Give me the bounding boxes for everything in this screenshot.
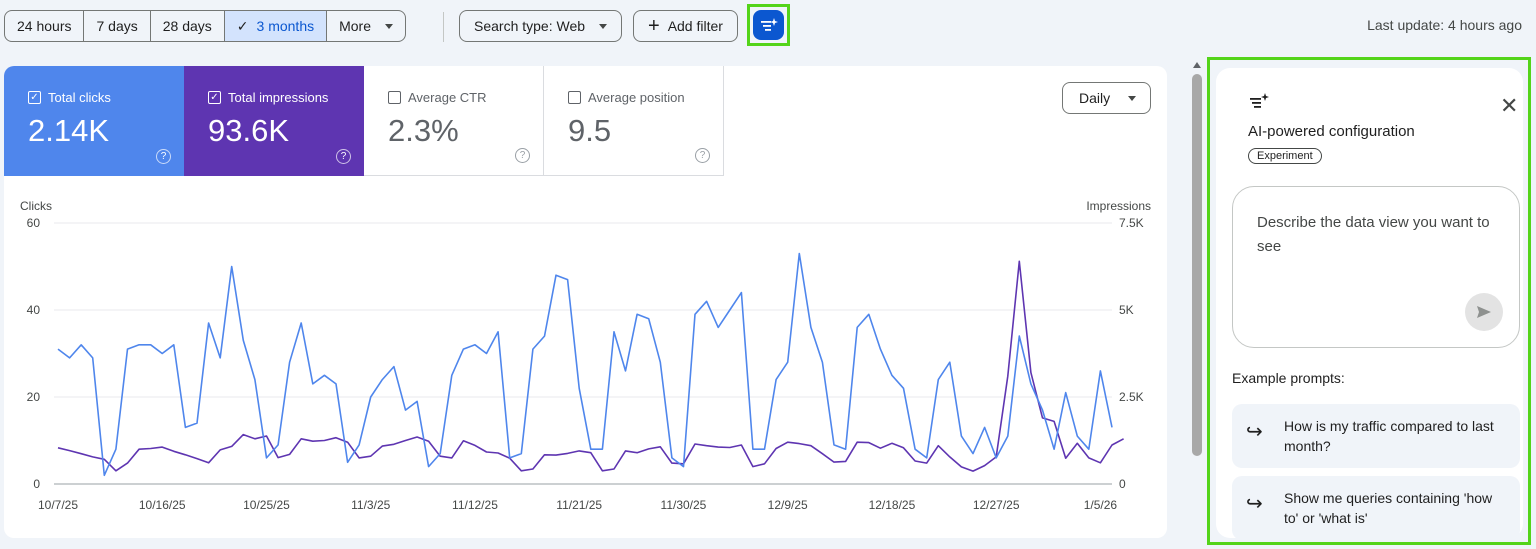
examples-label: Example prompts: xyxy=(1232,370,1345,386)
send-button[interactable] xyxy=(1465,293,1503,331)
x-tick-label: 10/16/25 xyxy=(139,498,186,512)
x-tick-label: 12/18/25 xyxy=(869,498,916,512)
ai-config-button[interactable] xyxy=(753,10,784,40)
x-tick-label: 1/5/26 xyxy=(1084,498,1118,512)
metric-total-clicks[interactable]: ✓ Total clicks 2.14K ? xyxy=(4,66,184,176)
ai-panel-highlight xyxy=(1207,57,1531,545)
range-label: 7 days xyxy=(96,18,138,34)
metric-label: Total clicks xyxy=(48,90,111,105)
x-tick-label: 11/3/25 xyxy=(351,498,390,512)
send-icon xyxy=(1477,306,1491,318)
add-filter-label: Add filter xyxy=(667,18,723,34)
checkbox-unchecked-icon[interactable] xyxy=(568,91,581,104)
series-line-impressions xyxy=(57,260,1124,472)
checkmark-icon: ✓ xyxy=(236,17,249,34)
metric-average-ctr[interactable]: Average CTR 2.3% ? xyxy=(364,66,544,176)
more-ranges-dropdown[interactable]: More xyxy=(327,11,405,41)
last-update-text: Last update: 4 hours ago xyxy=(1367,17,1522,33)
scroll-up-arrow-icon[interactable] xyxy=(1193,62,1201,68)
toolbar-divider xyxy=(443,12,444,42)
search-type-label: Search type: Web xyxy=(474,18,586,34)
y-left-tick-label: 60 xyxy=(27,216,41,230)
x-tick-label: 10/25/25 xyxy=(243,498,290,512)
prompt-placeholder: Describe the data view you want to see xyxy=(1257,214,1490,255)
y-right-tick-label: 2.5K xyxy=(1119,390,1144,404)
interval-dropdown[interactable]: Daily xyxy=(1062,82,1151,114)
x-tick-label: 10/7/25 xyxy=(38,498,78,512)
range-28-days[interactable]: 28 days xyxy=(151,11,225,41)
x-tick-label: 11/21/25 xyxy=(556,498,602,512)
y-left-tick-label: 20 xyxy=(27,390,41,404)
help-icon[interactable]: ? xyxy=(156,149,171,164)
caret-down-icon xyxy=(385,23,394,29)
range-3-months[interactable]: ✓ 3 months xyxy=(224,11,328,41)
y-right-tick-label: 5K xyxy=(1119,303,1134,317)
range-label: 24 hours xyxy=(17,18,72,34)
ai-config-highlight xyxy=(747,4,790,46)
x-tick-label: 12/27/25 xyxy=(973,498,1020,512)
range-7-days[interactable]: 7 days xyxy=(84,11,151,41)
help-icon[interactable]: ? xyxy=(336,149,351,164)
caret-down-icon xyxy=(599,23,608,29)
close-icon[interactable]: ✕ xyxy=(1500,93,1519,118)
experiment-badge: Experiment xyxy=(1248,148,1322,164)
range-label: 3 months xyxy=(256,18,315,34)
example-prompt[interactable]: ↪ How is my traffic compared to last mon… xyxy=(1232,404,1520,468)
range-label: 28 days xyxy=(162,18,212,34)
metric-value: 2.3% xyxy=(388,113,459,148)
caret-down-icon xyxy=(1128,96,1136,101)
metric-label: Average position xyxy=(588,90,685,105)
add-filter-button[interactable]: + Add filter xyxy=(633,10,738,42)
checkbox-checked-icon[interactable]: ✓ xyxy=(28,91,41,104)
performance-chart: 0 0 20 2.5K 40 5K 60 7.5K 10/7/25 10/16/25 10/25/2… xyxy=(27,216,1144,512)
date-range-selector: 24 hours 7 days 28 days ✓ 3 months More xyxy=(4,10,407,42)
y-left-tick-label: 40 xyxy=(27,303,41,317)
performance-card: 0 0 20 2.5K 40 5K 60 7.5K 10/7/25 10/16/25 10/25/2… xyxy=(4,66,1167,538)
more-label: More xyxy=(339,18,372,34)
metric-label: Total impressions xyxy=(228,90,329,105)
help-icon[interactable]: ? xyxy=(695,148,710,163)
left-axis-title: Clicks xyxy=(20,199,52,213)
scrollbar-thumb[interactable] xyxy=(1192,74,1202,456)
metric-value: 93.6K xyxy=(208,113,290,148)
search-type-dropdown[interactable]: Search type: Web xyxy=(459,10,623,42)
filter-sparkle-icon xyxy=(760,18,778,31)
help-icon[interactable]: ? xyxy=(515,148,530,163)
y-right-tick-label: 0 xyxy=(1119,477,1126,491)
plus-icon: + xyxy=(648,15,660,37)
ai-config-panel: ✕ AI-powered configuration Experiment De… xyxy=(1216,68,1523,540)
metric-average-position[interactable]: Average position 9.5 ? xyxy=(544,66,724,176)
filter-sparkle-icon xyxy=(1250,93,1269,108)
interval-label: Daily xyxy=(1079,90,1111,106)
panel-title: AI-powered configuration xyxy=(1248,123,1415,140)
example-prompt[interactable]: ↪ Show me queries containing 'how to' or… xyxy=(1232,476,1520,540)
return-arrow-icon: ↪ xyxy=(1246,493,1263,515)
x-tick-label: 11/12/25 xyxy=(452,498,498,512)
series-line-clicks xyxy=(57,252,1113,477)
checkbox-unchecked-icon[interactable] xyxy=(388,91,401,104)
checkbox-checked-icon[interactable]: ✓ xyxy=(208,91,221,104)
return-arrow-icon: ↪ xyxy=(1246,421,1263,443)
toolbar: 24 hours 7 days 28 days ✓ 3 months More S… xyxy=(0,0,1536,50)
prompt-input[interactable]: Describe the data view you want to see xyxy=(1232,186,1520,348)
y-right-tick-label: 7.5K xyxy=(1119,216,1144,230)
metric-label: Average CTR xyxy=(408,90,487,105)
metric-value: 9.5 xyxy=(568,113,612,148)
metric-total-impressions[interactable]: ✓ Total impressions 93.6K ? xyxy=(184,66,364,176)
x-tick-label: 11/30/25 xyxy=(661,498,707,512)
example-prompt-text: How is my traffic compared to last month… xyxy=(1284,418,1494,454)
y-left-tick-label: 0 xyxy=(33,477,40,491)
x-tick-label: 12/9/25 xyxy=(768,498,808,512)
example-prompt-text: Show me queries containing 'how to' or '… xyxy=(1284,490,1493,526)
right-axis-title: Impressions xyxy=(1086,199,1151,213)
metric-value: 2.14K xyxy=(28,113,110,148)
range-24-hours[interactable]: 24 hours xyxy=(5,11,85,41)
